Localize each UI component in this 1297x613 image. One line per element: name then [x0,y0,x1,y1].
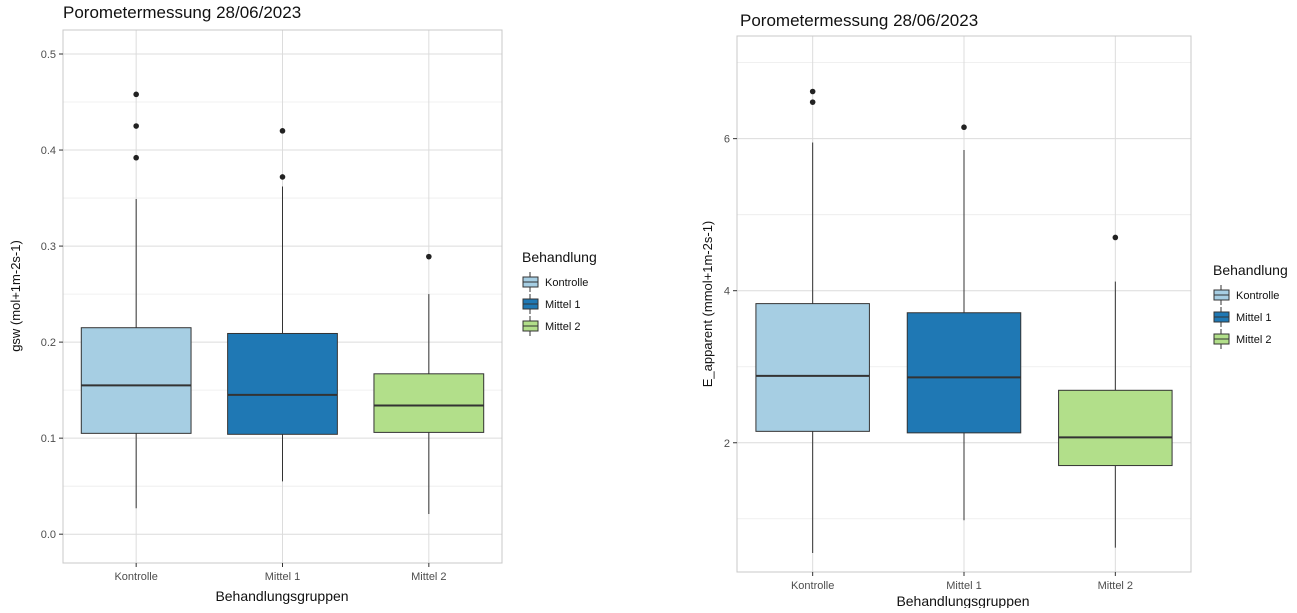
x-tick-label: Kontrolle [791,580,834,592]
legend-label: Kontrolle [1236,290,1279,302]
box-body [373,373,485,433]
legend-key [522,316,539,336]
legend-label: Mittel 1 [1236,312,1271,324]
outlier-point [426,253,432,260]
box-body [1058,389,1173,467]
outlier-point [133,154,139,161]
outlier-point [961,124,967,131]
legend-label: Mittel 2 [1236,334,1271,346]
x-axis-label: Behandlungsgruppen [896,593,1029,608]
box-mittel-1 [227,128,338,482]
x-tick-label: Kontrolle [114,571,157,583]
outlier-point [133,91,139,98]
y-tick-label: 0.2 [41,337,56,349]
chart-title: Porometermessung 28/06/2023 [740,11,978,30]
box-kontrolle [80,91,192,509]
outlier-point [279,128,286,134]
outlier-point [809,88,816,95]
legend-key [522,294,539,314]
y-tick-label: 0.1 [41,433,56,445]
legend-key [1213,285,1230,305]
box-mittel-1 [906,124,1022,521]
legend: Behandlung Kontrolle Mittel 1 Mittel 2 [1213,262,1288,349]
box-body [906,312,1022,434]
outlier-point [1112,234,1119,241]
y-tick-label: 0.4 [41,145,56,157]
box-mittel-2 [1058,234,1173,548]
legend-label: Mittel 1 [545,299,580,311]
legend: Behandlung Kontrolle Mittel 1 Mittel 2 [522,249,597,336]
legend-key [1213,307,1230,327]
box-body [755,303,870,432]
legend-key [1213,329,1230,349]
x-axis-label: Behandlungsgruppen [215,588,348,604]
y-tick-label: 0.3 [41,241,56,253]
y-axis-label: gsw (mol+1m-2s-1) [8,240,23,352]
legend-label: Mittel 2 [545,321,580,333]
legend-label: Kontrolle [545,277,588,289]
y-tick-label: 2 [724,438,730,450]
box-body [227,332,338,435]
legend-key [522,272,539,292]
box-kontrolle [755,88,870,553]
y-tick-label: 6 [724,134,730,146]
box-mittel-2 [373,253,485,515]
y-tick-label: 0.5 [41,49,56,61]
chart-1: 0.0 0.1 0.2 0.3 0.4 0.5 Kontrolle Mittel 1 Mitte… [8,3,597,604]
outlier-point [279,174,286,180]
x-tick-label: Mittel 1 [946,580,981,592]
outlier-point [809,99,816,105]
y-tick-label: 0.0 [41,529,56,541]
x-tick-label: Mittel 2 [411,571,446,583]
legend-title: Behandlung [1213,262,1288,278]
y-axis-label: E_apparent (mmol+1m-2s-1) [700,221,715,388]
x-tick-label: Mittel 2 [1098,580,1133,592]
outlier-point [133,123,139,129]
x-tick-label: Mittel 1 [265,571,300,583]
chart-title: Porometermessung 28/06/2023 [63,3,301,22]
y-tick-label: 4 [724,286,730,298]
box-body [80,327,192,434]
legend-title: Behandlung [522,249,597,265]
chart-2: 2 4 6 Kontrolle Mittel 1 Mittel 2 Porometermes… [700,11,1288,609]
